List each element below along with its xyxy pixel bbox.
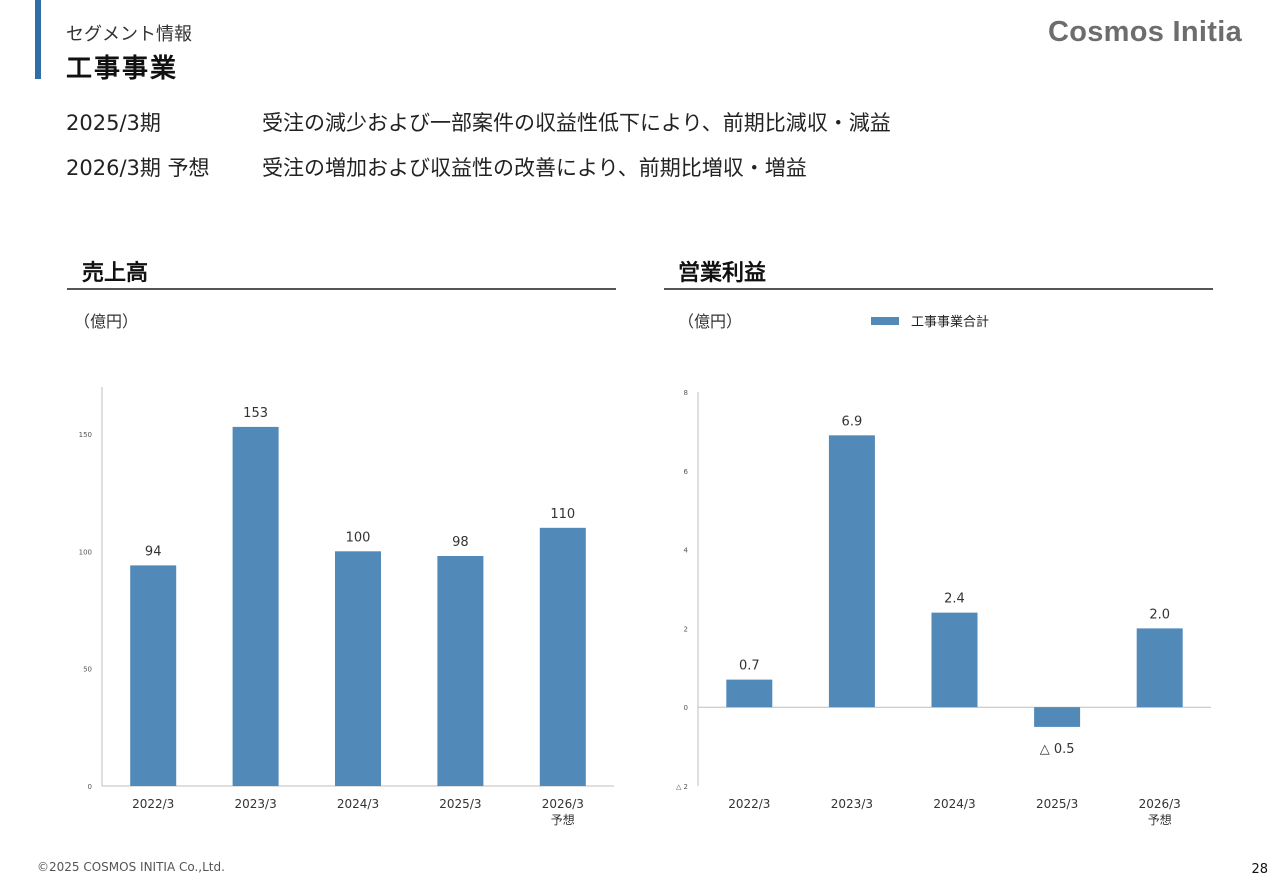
profit-chart-title: 営業利益 — [678, 261, 767, 286]
bar — [828, 435, 875, 708]
data-label: 94 — [145, 544, 162, 559]
sales-chart-rule — [67, 288, 616, 290]
y-tick-label: 6 — [684, 468, 689, 476]
y-tick-label: 4 — [684, 547, 689, 555]
y-tick-label: 100 — [79, 548, 92, 556]
section-label: セグメント情報 — [66, 24, 192, 45]
x-tick-label: 2026/3 — [1139, 797, 1181, 811]
legend-swatch — [871, 316, 899, 325]
x-tick-label: 2025/3 — [1036, 797, 1078, 811]
data-label: 110 — [550, 507, 575, 522]
x-tick-label: 2023/3 — [831, 797, 873, 811]
bar — [437, 555, 484, 786]
data-label: 98 — [452, 535, 469, 550]
x-tick-label: 2022/3 — [132, 797, 174, 811]
bar — [539, 527, 586, 786]
data-label: △ 0.5 — [1040, 742, 1075, 757]
y-tick-label: 0 — [684, 704, 688, 712]
page-number: 28 — [1251, 862, 1268, 877]
company-logo: Cosmos Initia — [1047, 16, 1242, 48]
accent-bar — [35, 0, 41, 79]
data-label: 0.7 — [739, 659, 760, 674]
x-tick-label: 2025/3 — [439, 797, 481, 811]
summary-period: 2026/3期 予想 — [66, 156, 210, 180]
bar — [931, 612, 978, 708]
bar — [130, 565, 177, 786]
segment-title: 工事事業 — [66, 54, 179, 84]
data-label: 100 — [346, 530, 371, 545]
bar — [335, 551, 381, 786]
legend-label: 工事事業合計 — [911, 315, 990, 330]
profit-unit-label: （億円） — [678, 312, 743, 331]
y-tick-label: 2 — [684, 625, 688, 633]
x-tick-label: 2023/3 — [234, 797, 276, 811]
bar — [1136, 628, 1183, 708]
data-label: 153 — [243, 406, 268, 421]
sales-unit-label: （億円） — [74, 312, 139, 331]
y-tick-label: 8 — [684, 389, 688, 397]
summary-text: 受注の減少および一部案件の収益性低下により、前期比減収・減益 — [262, 111, 891, 135]
bar — [232, 426, 279, 786]
y-tick-label: 0 — [88, 783, 92, 791]
copyright: ©2025 COSMOS INITIA Co.,Ltd. — [37, 860, 225, 874]
x-tick-label: 2024/3 — [933, 797, 975, 811]
profit-legend: 工事事業合計 — [871, 311, 989, 330]
bar — [1034, 707, 1081, 727]
x-tick-sublabel: 予想 — [1148, 812, 1172, 827]
bar — [726, 679, 773, 708]
data-label: 2.0 — [1149, 607, 1170, 622]
x-tick-label: 2026/3 — [542, 797, 584, 811]
x-tick-label: 2024/3 — [337, 797, 379, 811]
data-label: 2.4 — [944, 592, 965, 607]
x-tick-label: 2022/3 — [728, 797, 770, 811]
y-tick-label: △ 2 — [676, 783, 688, 791]
y-tick-label: 50 — [83, 666, 92, 674]
x-tick-sublabel: 予想 — [551, 812, 575, 827]
summary-text: 受注の増加および収益性の改善により、前期比増収・増益 — [262, 156, 807, 180]
data-label: 6.9 — [842, 414, 863, 429]
profit-chart-rule — [664, 288, 1213, 290]
y-tick-label: 150 — [79, 431, 92, 439]
sales-chart-title: 売上高 — [82, 261, 149, 286]
summary-period: 2025/3期 — [66, 111, 161, 135]
